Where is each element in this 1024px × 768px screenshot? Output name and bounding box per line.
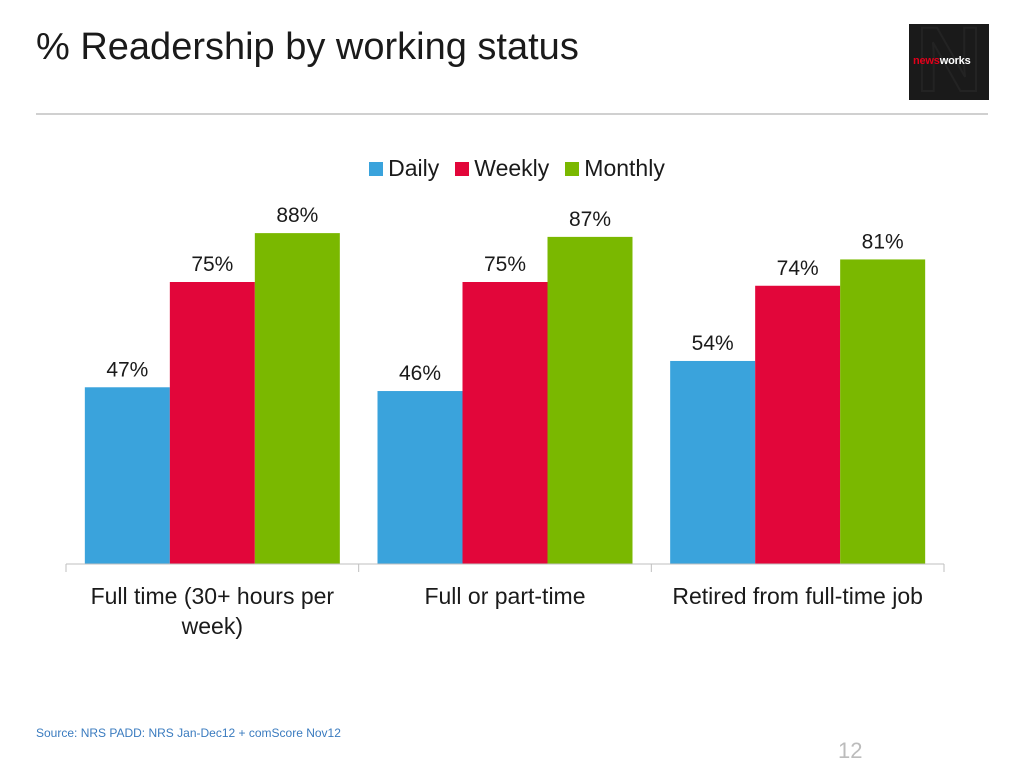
bar-weekly-2 bbox=[462, 282, 548, 564]
bar-chart: 47% 75% 88% Full time (30+ hours per week) 46… bbox=[65, 204, 945, 639]
bar-weekly-3 bbox=[755, 285, 841, 564]
data-label-monthly-2: 87% bbox=[569, 208, 611, 231]
bar-daily-1 bbox=[84, 387, 170, 564]
data-label-daily-3: 54% bbox=[692, 332, 734, 355]
data-label-monthly-1: 88% bbox=[276, 204, 318, 227]
source-note: Source: NRS PADD: NRS Jan-Dec12 + comSco… bbox=[36, 726, 341, 740]
category-label-3: Retired from full-time job bbox=[672, 583, 923, 609]
bar-daily-2 bbox=[377, 391, 463, 564]
category-label-1-line-2: week) bbox=[181, 613, 243, 639]
newsworks-logo: N newsworks bbox=[909, 24, 989, 100]
legend-label-monthly: Monthly bbox=[584, 155, 665, 181]
bar-monthly-1 bbox=[254, 233, 340, 564]
bar-daily-3 bbox=[670, 360, 756, 564]
legend-item-monthly: Monthly bbox=[565, 155, 665, 182]
data-label-weekly-3: 74% bbox=[777, 257, 819, 280]
legend-swatch-weekly bbox=[455, 161, 470, 176]
data-label-weekly-1: 75% bbox=[191, 253, 233, 276]
logo-news-text: news bbox=[913, 55, 940, 67]
category-label-1-line-1: Full time (30+ hours per bbox=[91, 583, 335, 609]
legend-swatch-monthly bbox=[565, 161, 580, 176]
logo-works-text: works bbox=[939, 55, 971, 67]
logo-wordmark: newsworks bbox=[913, 55, 971, 67]
title-divider bbox=[36, 113, 988, 115]
bar-monthly-2 bbox=[547, 236, 633, 564]
category-label-2: Full or part-time bbox=[424, 583, 585, 609]
data-label-monthly-3: 81% bbox=[862, 230, 904, 253]
logo-letter: N bbox=[915, 24, 983, 100]
chart-legend: Daily Weekly Monthly bbox=[0, 155, 1024, 182]
bar-weekly-1 bbox=[169, 282, 255, 564]
legend-item-weekly: Weekly bbox=[455, 155, 549, 182]
data-label-weekly-2: 75% bbox=[484, 253, 526, 276]
legend-item-daily: Daily bbox=[369, 155, 439, 182]
data-label-daily-1: 47% bbox=[106, 358, 148, 381]
slide-title: % Readership by working status bbox=[36, 26, 579, 68]
legend-label-weekly: Weekly bbox=[474, 155, 550, 181]
legend-label-daily: Daily bbox=[388, 155, 440, 181]
bar-monthly-3 bbox=[840, 259, 926, 564]
page-number: 12 bbox=[838, 738, 863, 763]
data-label-daily-2: 46% bbox=[399, 362, 441, 385]
legend-swatch-daily bbox=[369, 161, 384, 176]
